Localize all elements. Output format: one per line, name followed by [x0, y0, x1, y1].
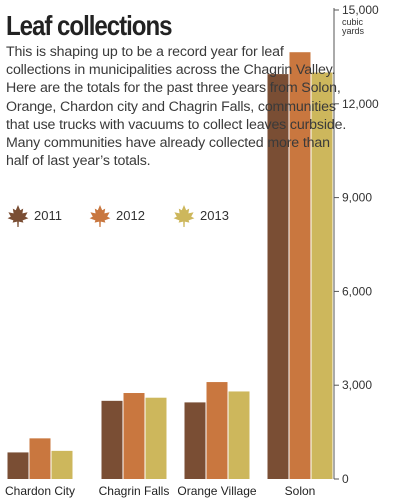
maple-leaf-icon	[7, 205, 29, 227]
category-label: Solon	[285, 484, 316, 498]
category-label: Orange Village	[177, 484, 256, 498]
y-tick-label: 3,000	[342, 378, 372, 392]
bar-2013	[228, 391, 250, 479]
bars	[7, 52, 333, 480]
bar-2011	[101, 400, 123, 479]
legend-label: 2011	[34, 208, 62, 223]
y-tick-label: 9,000	[342, 191, 372, 205]
bar-2013	[145, 397, 167, 479]
maple-leaf-icon	[173, 205, 195, 227]
y-unit-label: yards	[342, 26, 365, 36]
bar-2013	[51, 450, 73, 479]
bar-2011	[184, 402, 206, 479]
category-label: Chardon City	[5, 484, 75, 498]
y-tick-label: 15,000	[342, 3, 379, 17]
chart-description: This is shaping up to be a record year f…	[6, 44, 347, 170]
maple-leaf-icon	[89, 205, 111, 227]
y-tick-label: 6,000	[342, 284, 372, 298]
bar-2011	[7, 452, 29, 479]
bar-2012	[123, 393, 145, 479]
legend-label: 2013	[200, 208, 229, 223]
bar-2012	[289, 52, 311, 480]
bar-2013	[311, 72, 333, 480]
bar-group-solon	[267, 52, 333, 480]
bar-2011	[267, 74, 289, 479]
chart-title: Leaf collections	[6, 10, 173, 41]
x-axis-labels: Chardon City Chagrin Falls Orange Village S…	[5, 484, 315, 498]
bar-2012	[206, 382, 228, 479]
bar-2012	[29, 438, 51, 479]
y-unit-label: cubic	[342, 17, 364, 27]
category-label: Chagrin Falls	[99, 484, 170, 498]
legend-label: 2012	[116, 208, 145, 223]
bar-group-orange-village	[184, 382, 250, 479]
y-tick-label: 12,000	[342, 97, 379, 111]
y-tick-label: 0	[342, 472, 349, 486]
bar-group-chagrin-falls	[101, 393, 167, 479]
bar-group-chardon-city	[7, 438, 73, 479]
